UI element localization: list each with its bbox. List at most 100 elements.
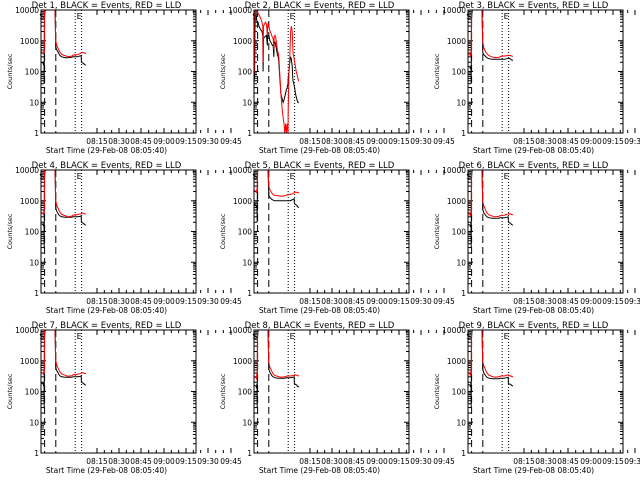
series-events	[254, 330, 300, 408]
y-tick-label: 1000	[447, 197, 466, 206]
x-tick-label: 09:15	[388, 297, 410, 306]
series-lld	[468, 10, 514, 59]
chart-det-7: Det 7, BLACK = Events, RED = LLD Counts/s…	[6, 321, 242, 475]
x-tick-label: 09:15	[602, 297, 624, 306]
y-tick-label: 10000	[442, 326, 466, 335]
x-tick-label: 09:00	[153, 137, 175, 146]
series-events	[254, 14, 299, 104]
plot-frame	[253, 9, 410, 134]
x-axis-label: Start Time (29-Feb-08 08:05:40)	[46, 306, 167, 315]
y-tick-label: 100	[238, 388, 253, 397]
x-tick-label: 08:15	[299, 457, 321, 466]
y-tick-label: 10	[29, 418, 39, 427]
y-tick-label: 10	[242, 98, 252, 107]
series-lld	[41, 170, 87, 218]
y-axis-label: Counts/sec	[219, 213, 227, 249]
y-axis-label: Counts/sec	[433, 53, 441, 89]
x-axis-label: Start Time (29-Feb-08 08:05:40)	[46, 466, 167, 475]
series-events	[468, 10, 514, 84]
x-tick-label: 09:30	[197, 297, 219, 306]
x-tick-label: 08:45	[557, 457, 579, 466]
x-tick-label: 08:30	[108, 137, 130, 146]
x-tick-label: 09:15	[175, 457, 197, 466]
plot-frame	[467, 329, 624, 454]
y-axis-label: Counts/sec	[219, 53, 227, 89]
marker-s: S	[39, 12, 44, 21]
x-axis-label: Start Time (29-Feb-08 08:05:40)	[259, 306, 380, 315]
x-tick-label: 08:15	[86, 137, 108, 146]
y-axis-label: Counts/sec	[219, 373, 227, 409]
series-lld	[468, 330, 514, 378]
x-tick-label: 09:15	[388, 137, 410, 146]
x-tick-label: 09:00	[153, 457, 175, 466]
x-tick-label: 08:30	[108, 297, 130, 306]
chart-title: Det 3, BLACK = Events, RED = LLD	[459, 1, 609, 11]
x-axis-label: Start Time (29-Feb-08 08:05:40)	[259, 466, 380, 475]
plot-frame	[253, 329, 410, 454]
y-tick-label: 10	[29, 98, 39, 107]
y-axis-label: Counts/sec	[433, 373, 441, 409]
plot-frame	[467, 169, 624, 294]
y-tick-label: 100	[238, 228, 253, 237]
series-events	[41, 170, 87, 248]
chart-det-3: Det 3, BLACK = Events, RED = LLD Counts/s…	[433, 1, 640, 155]
x-tick-label: 09:00	[580, 457, 602, 466]
x-axis-label: Start Time (29-Feb-08 08:05:40)	[473, 306, 594, 315]
x-tick-label: 09:45	[433, 137, 455, 146]
x-tick-label: 08:45	[343, 297, 365, 306]
y-tick-label: 100	[25, 68, 40, 77]
series-lld	[41, 330, 87, 377]
plot-frame	[467, 9, 624, 134]
y-axis-label: Counts/sec	[6, 53, 14, 89]
x-tick-label: 09:00	[153, 297, 175, 306]
x-tick-label: 08:30	[535, 457, 557, 466]
y-tick-label: 10000	[15, 6, 39, 15]
chart-title: Det 4, BLACK = Events, RED = LLD	[32, 161, 182, 171]
y-tick-label: 10	[456, 98, 466, 107]
marker-s: S	[39, 332, 44, 341]
series-lld	[254, 330, 300, 381]
y-tick-label: 1000	[233, 197, 252, 206]
x-tick-label: 08:45	[557, 297, 579, 306]
plot-frame	[253, 169, 410, 294]
x-tick-label: 09:15	[602, 457, 624, 466]
y-tick-label: 1	[34, 449, 39, 458]
y-axis-label: Counts/sec	[6, 373, 14, 409]
marker-s: S	[252, 172, 257, 181]
y-tick-label: 10000	[228, 6, 252, 15]
x-tick-label: 09:00	[580, 297, 602, 306]
x-tick-label: 08:30	[108, 457, 130, 466]
x-axis-label: Start Time (29-Feb-08 08:05:40)	[473, 466, 594, 475]
y-tick-label: 100	[452, 68, 467, 77]
y-tick-label: 10	[29, 258, 39, 267]
x-tick-label: 09:30	[197, 137, 219, 146]
y-tick-label: 1000	[233, 357, 252, 366]
y-tick-label: 1	[461, 289, 466, 298]
y-tick-label: 10	[242, 418, 252, 427]
marker-e: E	[77, 172, 82, 181]
x-tick-label: 09:45	[220, 137, 242, 146]
y-tick-label: 10000	[15, 326, 39, 335]
chart-title: Det 7, BLACK = Events, RED = LLD	[32, 321, 182, 331]
x-tick-label: 09:45	[220, 457, 242, 466]
y-tick-label: 10000	[442, 166, 466, 175]
x-tick-label: 09:00	[366, 457, 388, 466]
y-tick-label: 1000	[447, 357, 466, 366]
y-axis-label: Counts/sec	[433, 213, 441, 249]
x-tick-label: 09:30	[624, 457, 640, 466]
y-tick-label: 100	[25, 228, 40, 237]
x-tick-label: 08:30	[321, 297, 343, 306]
series-events	[41, 10, 87, 84]
series-events	[41, 330, 87, 408]
y-tick-label: 1000	[20, 197, 39, 206]
chart-title: Det 6, BLACK = Events, RED = LLD	[459, 161, 609, 171]
x-axis-label: Start Time (29-Feb-08 08:05:40)	[46, 146, 167, 155]
x-tick-label: 09:15	[175, 137, 197, 146]
marker-s: S	[466, 12, 471, 21]
x-tick-label: 09:45	[433, 297, 455, 306]
y-tick-label: 1	[461, 449, 466, 458]
chart-title: Det 9, BLACK = Events, RED = LLD	[459, 321, 609, 331]
marker-s: S	[252, 332, 257, 341]
marker-e: E	[77, 12, 82, 21]
x-axis-label: Start Time (29-Feb-08 08:05:40)	[259, 146, 380, 155]
